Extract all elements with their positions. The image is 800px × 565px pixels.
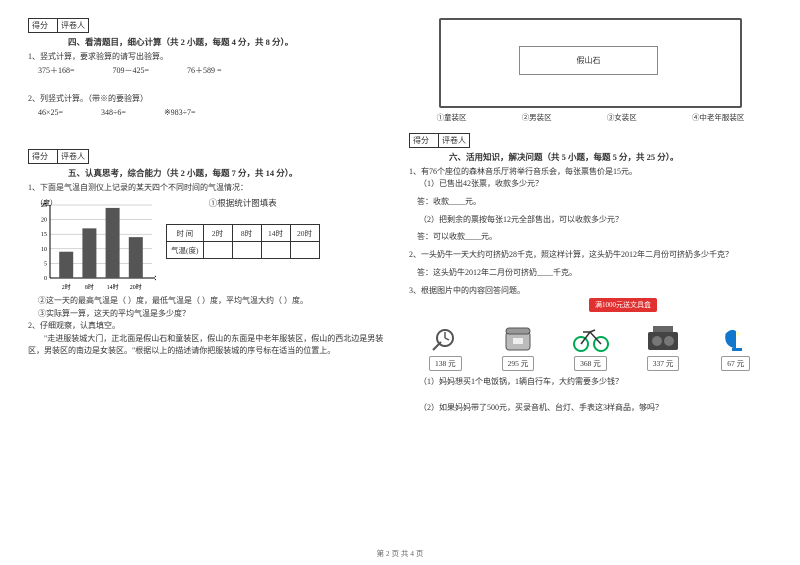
q6-3b: （2）如果妈妈带了500元，买录音机、台灯、手表这3样商品，够吗？ [419,403,772,413]
items-row: 138 元 295 元 368 元 337 元 67 元 [409,320,772,371]
map-rock: 假山石 [519,46,659,76]
q6-2: 2、一头奶牛一天大约可挤奶28千克，照这样计算，这头奶牛2012年二月份可挤奶多… [409,250,772,260]
eq: 46×25= [38,108,63,117]
eq: 375＋168= [38,65,75,76]
score-label: 得分 [409,133,439,148]
reviewer-label: 评卷人 [439,133,470,148]
q4-2-eqs: 46×25= 348÷6= ※983÷7= [38,108,391,117]
ans3: 答：这头奶牛2012年二月份可挤奶____千克。 [417,267,772,278]
map-labels: ①童装区②男装区③女装区④中老年服装区 [409,112,772,123]
price-label: 67 元 [721,356,750,371]
q6-1b: （2）把剩余的票按每张12元全部售出，可以收款多少元？ [419,215,772,225]
chart-title: ①根据统计图填表 [166,197,320,209]
bar-chart: （度）25201510502时8时14时20时 [28,197,156,292]
svg-text:2时: 2时 [62,283,71,291]
lamp-icon [716,320,756,354]
score-box-5: 得分 评卷人 [28,149,391,164]
item-lamp: 67 元 [711,320,761,371]
ans1: 答：收款____元。 [417,196,772,207]
section4-title: 四、看清题目，细心计算（共 2 小题，每题 4 分，共 8 分）。 [68,36,391,48]
page-footer: 第 2 页 共 4 页 [0,548,800,559]
item-radio: 337 元 [638,320,688,371]
section5-title: 五、认真思考，综合能力（共 2 小题，每题 7 分，共 14 分）。 [68,167,391,179]
q4-1-eqs: 375＋168= 709－425= 76＋589 = [38,65,391,76]
ans2: 答：可以收款____元。 [417,231,772,242]
svg-text:15: 15 [41,232,47,238]
svg-text:10: 10 [41,247,47,253]
left-column: 得分 评卷人 四、看清题目，细心计算（共 2 小题，每题 4 分，共 8 分）。… [28,18,391,416]
right-column: 假山石 ①童装区②男装区③女装区④中老年服装区 得分 评卷人 六、活用知识，解决… [409,18,772,416]
item-bike: 368 元 [565,320,615,371]
price-label: 295 元 [502,356,535,371]
bar-chart-svg: （度）25201510502时8时14时20时 [28,197,156,292]
score-box-4: 得分 评卷人 [28,18,391,33]
fill-table: 时 间2时8时14时20时 气温(度) [166,224,320,259]
chart-area: （度）25201510502时8时14时20时 ①根据统计图填表 时 间2时8时… [28,197,391,292]
q5-1c: ③实际算一算，这天的平均气温是多少度？ [38,309,391,319]
promo-badge: 满1000元送文具盒 [589,298,657,312]
svg-text:0: 0 [44,276,47,282]
q5-2: 2、仔细观察，认真填空。 [28,321,391,331]
eq: 76＋589 = [187,65,222,76]
svg-text:20时: 20时 [130,283,142,291]
score-box-6: 得分 评卷人 [409,133,772,148]
q6-3: 3、根据图片中的内容回答问题。 [409,286,772,296]
score-label: 得分 [28,18,58,33]
svg-text:8时: 8时 [85,283,94,291]
q5-1: 1、下面是气温自测仪上记录的某天四个不同时间的气温情况： [28,183,391,193]
score-label: 得分 [28,149,58,164]
section6-title: 六、活用知识，解决问题（共 5 小题，每题 5 分，共 25 分）。 [449,151,772,163]
cooker-icon [498,320,538,354]
price-label: 368 元 [574,356,607,371]
watch-icon [425,320,465,354]
q6-1: 1、有76个座位的森林音乐厅将举行音乐会，每张票售价是15元。 [409,167,772,177]
price-label: 337 元 [647,356,680,371]
eq: ※983÷7= [164,108,196,117]
map-box: 假山石 [439,18,742,108]
reviewer-label: 评卷人 [58,149,89,164]
radio-icon [643,320,683,354]
q6-1a: （1）已售出42张票，收款多少元？ [419,179,772,189]
price-label: 138 元 [429,356,462,371]
q5-1b: ②这一天的最高气温是（ ）度，最低气温是（ ）度，平均气温大约（ ）度。 [38,296,391,306]
eq: 709－425= [113,65,150,76]
q5-2-text: "走进服装城大门，正北面是假山石和童装区，假山的东面是中老年服装区，假山的西北边… [28,333,391,357]
eq: 348÷6= [101,108,126,117]
q4-1: 1、竖式计算，要求验算的请写出验算。 [28,52,391,62]
q4-2: 2、列竖式计算。（带※的要验算） [28,94,391,104]
svg-text:25: 25 [41,203,47,209]
bike-icon [570,320,610,354]
reviewer-label: 评卷人 [58,18,89,33]
svg-text:20: 20 [41,218,47,224]
item-watch: 138 元 [420,320,470,371]
chart-right: ①根据统计图填表 时 间2时8时14时20时 气温(度) [166,197,320,292]
svg-text:5: 5 [44,262,47,268]
item-cooker: 295 元 [493,320,543,371]
q6-3a: （1）妈妈想买1个电饭锅，1辆自行车，大约需要多少钱？ [419,377,772,387]
svg-text:14时: 14时 [107,283,119,291]
